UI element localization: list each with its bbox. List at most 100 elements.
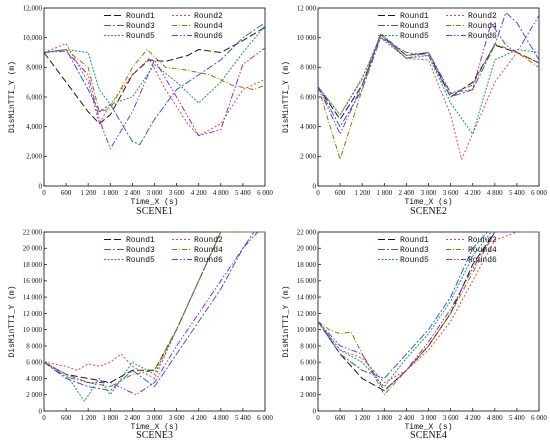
- x-tick-label: 6 000: [257, 189, 273, 197]
- y-tick-label: 4 000: [26, 375, 42, 383]
- series-line-round4: [317, 32, 540, 160]
- chart-title: SCENE3: [136, 430, 173, 441]
- x-tick-label: 3 600: [443, 189, 459, 197]
- x-tick-label: 600: [61, 414, 72, 422]
- x-tick-label: 1 200: [354, 414, 370, 422]
- y-tick-label: 6 000: [300, 93, 316, 101]
- y-tick-label: 12,000: [23, 4, 43, 12]
- x-axis-label: Time_X (s): [130, 198, 178, 207]
- series-line-round3: [43, 22, 266, 145]
- series-line-round5: [317, 231, 539, 388]
- series-line-round2: [43, 43, 266, 137]
- x-tick-label: 1 200: [80, 189, 96, 197]
- y-axis-label: DisMinTTI_Y (m): [282, 61, 291, 133]
- chart-title: SCENE1: [136, 206, 173, 217]
- series-line-round6: [43, 47, 266, 150]
- x-tick-label: 4 800: [213, 189, 229, 197]
- x-tick-label: 3 600: [169, 189, 185, 197]
- x-tick-label: 2 400: [399, 189, 415, 197]
- x-axis-label: Time_X (s): [404, 423, 452, 432]
- x-axis-label: Time_X (s): [130, 423, 178, 432]
- y-tick-label: 4,000: [26, 123, 42, 131]
- y-tick-label: 22 000: [23, 228, 43, 236]
- y-tick-label: 20 000: [297, 245, 317, 253]
- x-tick-label: 4 200: [465, 189, 481, 197]
- legend-label: Round2: [194, 236, 223, 245]
- chart-title: SCENE2: [410, 206, 447, 217]
- legend-label: Round1: [126, 12, 155, 21]
- y-tick-label: 8 000: [26, 342, 42, 350]
- y-tick-label: 16 000: [23, 277, 43, 285]
- x-tick-label: 3 600: [169, 414, 185, 422]
- y-tick-label: 12 000: [297, 310, 317, 318]
- x-tick-label: 1 200: [354, 189, 370, 197]
- y-tick-label: 14 000: [23, 293, 43, 301]
- series-line-round4: [43, 231, 265, 388]
- y-tick-label: 6 000: [26, 359, 42, 367]
- series-line-round6: [317, 231, 539, 392]
- y-tick-label: 6 000: [300, 359, 316, 367]
- y-tick-label: 0: [39, 182, 43, 190]
- legend-label: Round4: [194, 22, 223, 31]
- x-tick-label: 5 400: [509, 189, 525, 197]
- x-tick-label: 0: [316, 189, 320, 197]
- y-tick-label: 10 000: [297, 326, 317, 334]
- y-axis-label: DisMinTTI_Y (m): [282, 285, 291, 357]
- x-tick-label: 1 800: [376, 414, 392, 422]
- legend: Round1 Round2 Round3 Round4 Round5 Round6: [104, 12, 223, 41]
- x-tick-label: 4 800: [487, 189, 503, 197]
- legend: Round1 Round2 Round3 Round4 Round5 Round6: [378, 12, 497, 41]
- legend-label: Round1: [400, 12, 429, 21]
- series-line-round1: [43, 26, 266, 125]
- y-tick-label: 10 000: [297, 34, 317, 42]
- y-tick-label: 12 000: [23, 310, 43, 318]
- legend-label: Round5: [400, 32, 429, 41]
- y-tick-label: 18 000: [23, 261, 43, 269]
- series-line-round1: [43, 231, 265, 383]
- series-line-round5: [43, 231, 265, 402]
- legend-label: Round4: [468, 22, 497, 31]
- series-line-round1: [317, 34, 540, 120]
- x-tick-label: 0: [42, 189, 46, 197]
- legend-label: Round6: [194, 256, 223, 265]
- legend-label: Round3: [400, 246, 429, 255]
- x-tick-label: 3 600: [443, 414, 459, 422]
- series-line-round2: [317, 34, 540, 160]
- chart-panel-4: 0 600 1 200 1 800 2 400 3 000 3 600 4 200 4 800 5…: [282, 228, 547, 441]
- series-line-round6: [43, 231, 265, 396]
- x-tick-label: 3 000: [147, 414, 163, 422]
- chart-panel-3: 0 600 1 200 1 800 2 400 3 000 3 600 4 200 4 800 5…: [8, 228, 273, 441]
- legend-label: Round2: [468, 12, 497, 21]
- x-tick-label: 3 000: [147, 189, 163, 197]
- x-tick-label: 6 000: [531, 414, 547, 422]
- legend-label: Round5: [126, 32, 155, 41]
- legend-label: Round2: [468, 236, 497, 245]
- x-tick-label: 600: [335, 414, 346, 422]
- x-tick-label: 3 000: [421, 414, 437, 422]
- series-line-round2: [317, 231, 539, 383]
- x-tick-label: 1 800: [102, 414, 118, 422]
- y-tick-label: 6,000: [26, 93, 42, 101]
- legend-label: Round3: [400, 22, 429, 31]
- y-axis-label: DisMinTTI_Y (m): [8, 61, 17, 133]
- y-tick-label: 8 000: [300, 342, 316, 350]
- chart-title: SCENE4: [410, 430, 447, 441]
- y-tick-label: 0: [313, 182, 317, 190]
- x-tick-label: 2 400: [399, 414, 415, 422]
- legend-label: Round1: [400, 236, 429, 245]
- y-tick-label: 2 000: [300, 391, 316, 399]
- y-tick-label: 10 000: [23, 326, 43, 334]
- series-line-round4: [43, 49, 266, 113]
- y-tick-label: 12 000: [297, 4, 317, 12]
- series-line-round5: [43, 25, 266, 105]
- x-tick-label: 2 400: [125, 189, 141, 197]
- x-tick-label: 1 800: [102, 189, 118, 197]
- legend-label: Round4: [194, 246, 223, 255]
- x-tick-label: 0: [42, 414, 46, 422]
- series-line-round6: [317, 15, 540, 135]
- x-tick-label: 4 800: [213, 414, 229, 422]
- y-tick-label: 4 000: [300, 123, 316, 131]
- y-tick-label: 8 000: [300, 64, 316, 72]
- legend-label: Round5: [126, 256, 155, 265]
